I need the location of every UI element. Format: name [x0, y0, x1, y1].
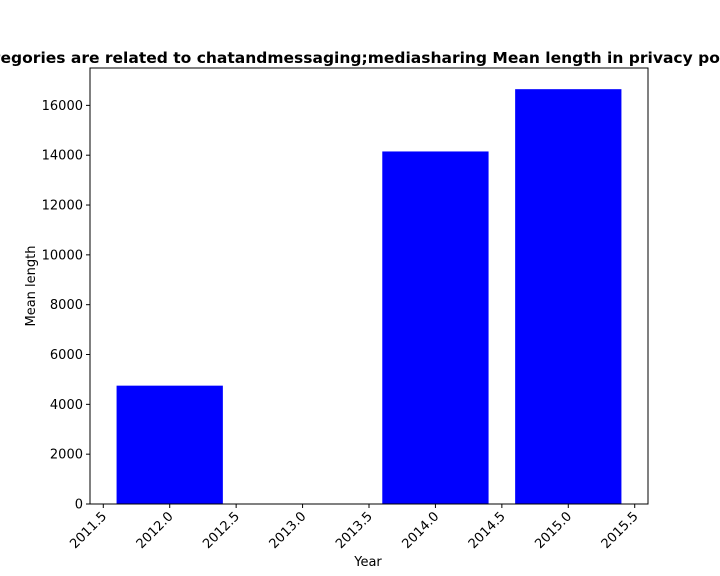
x-axis-label: Year [353, 555, 382, 570]
y-tick-label: 8000 [50, 298, 83, 313]
y-tick-label: 4000 [50, 398, 83, 413]
plot-area: 0 2000 4000 6000 8000 10000 12000 14000 16000 201… [42, 67, 649, 552]
x-tick-label: 2013.5 [333, 509, 376, 552]
x-tick-label: 2015.0 [532, 509, 575, 552]
x-tick-label: 2012.5 [200, 509, 243, 552]
y-tick-label: 10000 [42, 248, 83, 263]
x-tick-label: 2015.5 [599, 509, 642, 552]
x-tick-label: 2012.0 [134, 509, 177, 552]
y-axis-label: Mean length [24, 246, 39, 327]
bar-2015 [515, 89, 622, 505]
bar-2014 [382, 151, 489, 504]
y-tick-label: 16000 [42, 99, 83, 114]
x-tick-label: 2014.0 [399, 509, 442, 552]
bar-2012 [116, 385, 223, 504]
y-tick-label: 12000 [42, 199, 83, 214]
y-tick-label: 2000 [50, 448, 83, 463]
x-tick-label: 2013.0 [267, 509, 310, 552]
y-tick-label: 6000 [50, 348, 83, 363]
x-tick-label: 2011.5 [67, 509, 110, 552]
x-tick-label: 2014.5 [466, 509, 509, 552]
chart-title: Categories are related to chatandmessagi… [0, 49, 720, 67]
y-tick-label: 14000 [42, 149, 83, 164]
y-tick-label: 0 [75, 498, 83, 513]
